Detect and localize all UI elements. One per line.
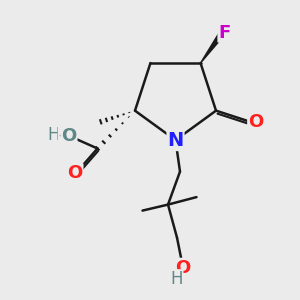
Text: N: N xyxy=(167,131,184,150)
Text: H: H xyxy=(48,126,60,144)
Polygon shape xyxy=(200,34,223,63)
Text: O: O xyxy=(68,164,82,182)
Text: O: O xyxy=(61,127,76,145)
Text: -: - xyxy=(58,126,64,144)
Text: O: O xyxy=(248,113,263,131)
Text: O: O xyxy=(176,259,190,277)
Text: F: F xyxy=(218,24,230,42)
Text: H: H xyxy=(170,270,183,288)
